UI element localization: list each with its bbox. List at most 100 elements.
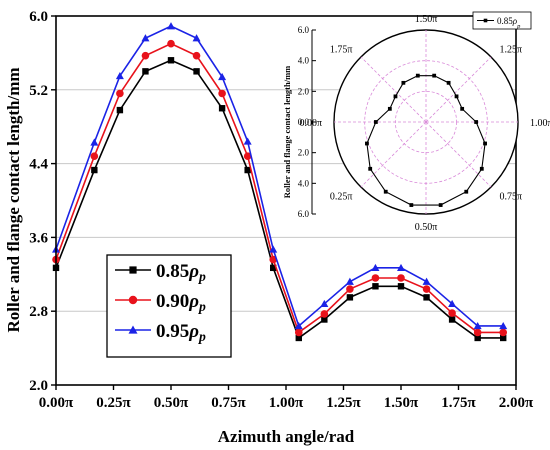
main-data-point [244, 166, 251, 174]
polar-spoke [360, 121, 427, 188]
main-series-line [55, 25, 504, 328]
main-legend: 0.85ρp 0.90ρp 0.95ρp [106, 254, 232, 358]
polar-data-point [383, 189, 388, 194]
main-y-tick-label: 3.6 [29, 230, 48, 246]
polar-data-point [460, 106, 465, 111]
polar-data-point [438, 203, 443, 207]
polar-data-point [387, 106, 392, 111]
main-y-ticks: 2.0 2.8 3.6 4.4 5.2 6.0 [29, 9, 56, 394]
polar-data-point [474, 120, 479, 124]
main-data-point [371, 274, 380, 282]
polar-angle-label: 1.50π [415, 14, 438, 25]
main-data-point [371, 263, 380, 272]
polar-radial-axis: 6.0 4.0 2.0 0.0 2.0 4.0 6.0 [298, 25, 316, 219]
polar-grid [333, 29, 519, 215]
main-data-point [346, 294, 354, 301]
main-data-point [346, 285, 354, 293]
polar-legend-box [472, 11, 532, 30]
main-data-point [397, 283, 405, 290]
main-data-point [115, 71, 124, 80]
main-data-point [192, 51, 201, 60]
polar-radial-tick-label: 6.0 [298, 25, 310, 35]
main-data-point [397, 274, 405, 282]
main-data-point [345, 277, 354, 285]
main-data-point [167, 39, 175, 48]
polar-radial-tick-label: 6.0 [298, 209, 310, 219]
main-data-point [499, 321, 508, 330]
main-data-point [295, 334, 302, 342]
polar-data-point [464, 189, 469, 194]
main-y-tick-label: 2.0 [29, 378, 48, 394]
main-data-point [167, 57, 175, 64]
legend-label: 0.90ρp [156, 291, 206, 314]
polar-spoke [360, 56, 427, 123]
main-x-tick-label: 2.00π [499, 395, 534, 411]
main-data-point [116, 106, 124, 114]
legend-label: 0.85ρp [156, 261, 206, 284]
polar-data-point [432, 73, 437, 78]
polar-legend-marker [483, 18, 488, 23]
main-data-point [167, 22, 175, 30]
main-y-tick-label: 5.2 [29, 83, 48, 99]
polar-data-point [401, 80, 406, 85]
main-x-tick-label: 0.00π [39, 395, 74, 411]
main-data-point [243, 137, 252, 145]
main-data-point [116, 89, 124, 98]
polar-angle-label: 1.25π [500, 44, 523, 55]
main-data-point [422, 277, 431, 285]
polar-angle-label: 0.75π [500, 192, 523, 203]
main-series-line [55, 59, 504, 340]
polar-spoke [425, 121, 492, 188]
main-chart: 2.0 2.8 3.6 4.4 5.2 6.0 0.00π 0.25π 0.50π 0.75π 1… [4, 9, 534, 446]
main-data-point [218, 89, 226, 98]
main-data-point [192, 34, 201, 42]
main-data-point [473, 321, 482, 330]
polar-data-point [409, 203, 414, 207]
polar-data-point [446, 80, 451, 85]
main-data-point [448, 309, 456, 317]
polar-data-point [368, 166, 373, 171]
polar-y-axis-label: Roller and flange contact length/mm [282, 66, 292, 199]
main-data-point [141, 51, 150, 60]
main-data-point [193, 68, 200, 75]
polar-angle-label: 1.00π [530, 118, 550, 129]
main-x-tick-label: 0.50π [154, 395, 189, 411]
main-data-point [423, 294, 430, 301]
main-x-tick-label: 1.00π [269, 395, 304, 411]
polar-legend: 0.85ρp [472, 11, 532, 30]
main-data-point [500, 334, 507, 342]
main-data-point [91, 166, 98, 174]
main-y-tick-label: 2.8 [29, 304, 48, 320]
main-data-point [218, 105, 226, 112]
main-data-point [422, 285, 431, 293]
main-x-tick-label: 1.50π [384, 395, 419, 411]
legend-box [106, 254, 232, 358]
polar-legend-label: 0.85ρp [497, 16, 521, 30]
polar-angle-label: 0.00π [299, 118, 322, 129]
polar-angle-label: 1.75π [330, 44, 353, 55]
main-data-point [218, 72, 227, 81]
polar-data-point [483, 141, 487, 146]
polar-angle-labels: 1.50π 1.25π 1.00π 0.75π 0.50π 0.25π 0.00π 1.75π [299, 14, 550, 233]
main-data-point [320, 310, 329, 318]
main-data-point [294, 321, 303, 330]
main-data-point [90, 138, 99, 146]
polar-data-point [415, 73, 420, 78]
main-data-point [142, 68, 149, 75]
main-y-tick-label: 6.0 [29, 9, 48, 25]
main-data-point [243, 152, 252, 161]
polar-data-point [479, 166, 484, 171]
main-data-point [141, 34, 150, 42]
polar-data-point [365, 141, 369, 146]
main-data-point [397, 263, 405, 272]
polar-radial-tick-label: 4.0 [298, 56, 310, 66]
polar-data-point [393, 94, 398, 99]
polar-radial-tick-label: 2.0 [298, 86, 310, 96]
main-y-tick-label: 4.4 [29, 157, 48, 173]
main-data-point [473, 328, 482, 337]
polar-radial-tick-label: 4.0 [298, 178, 310, 188]
polar-data-point [454, 94, 459, 99]
polar-radial-tick-label: 2.0 [298, 148, 310, 158]
polar-angle-label: 0.25π [330, 192, 353, 203]
main-data-point [448, 299, 457, 308]
